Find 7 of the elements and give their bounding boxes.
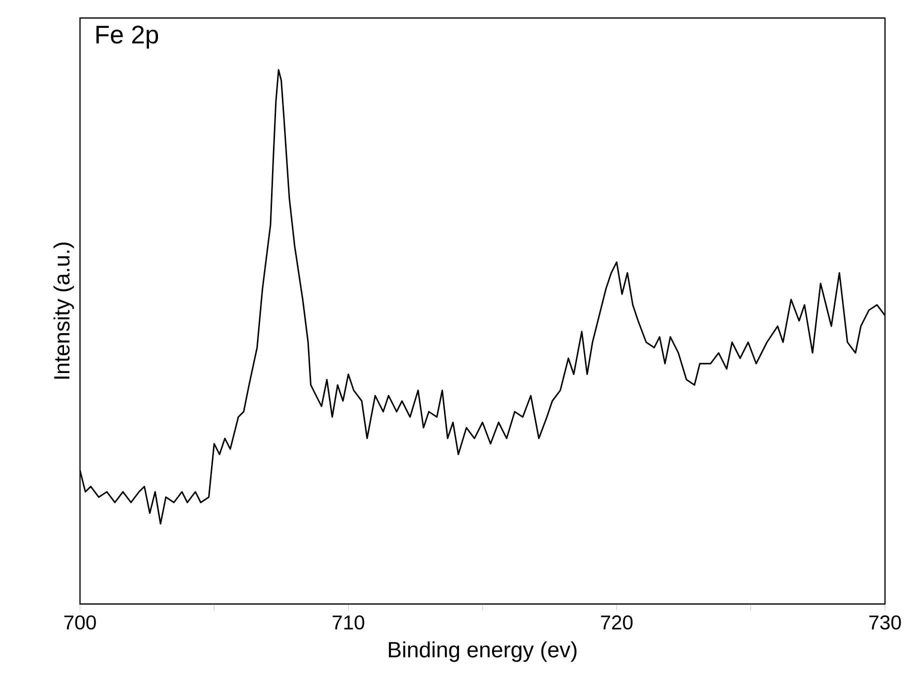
x-tick-label: 720 [601,615,633,630]
x-tick-label: 700 [64,615,96,630]
x-axis-title: Binding energy (ev) [388,641,576,662]
x-tick-label: 710 [332,615,364,630]
text: Fe 2p [96,26,158,49]
x-tick-label: 730 [869,615,901,630]
y-axis-title: Intensity (a.u.) [53,242,74,379]
